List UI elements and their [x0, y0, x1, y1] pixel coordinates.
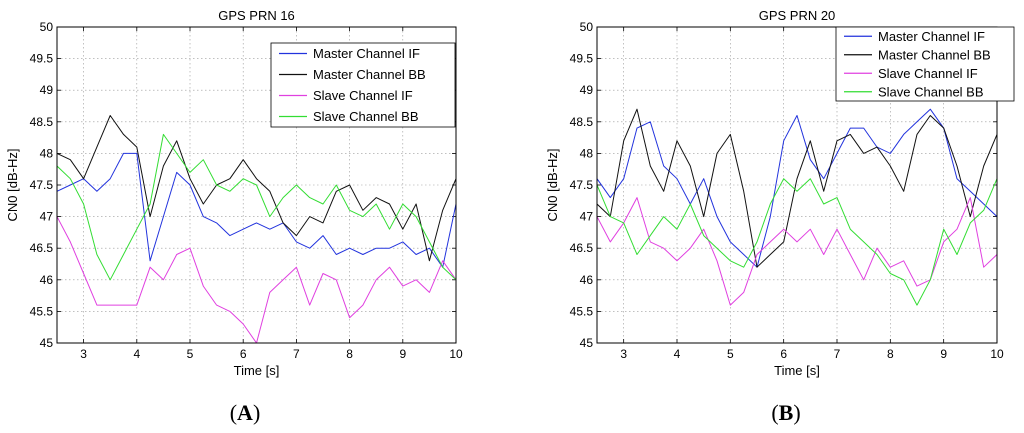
series-line-master-channel-if: [597, 108, 997, 268]
series-line-slave-channel-bb: [57, 133, 456, 281]
y-tick-label: 49.5: [30, 52, 54, 66]
y-tick-label: 47: [40, 210, 54, 224]
x-tick-label: 8: [346, 347, 353, 361]
series-line-master-channel-bb: [597, 108, 997, 268]
x-tick-label: 10: [990, 347, 1004, 361]
x-tick-label: 5: [727, 347, 734, 361]
chart-panel-2: 3 4 5 6 7 8 9 104545.54646.54747.54848.54949.55…: [545, 8, 1015, 425]
y-tick-label: 46.5: [30, 241, 54, 255]
y-tick-label: 49: [580, 83, 594, 97]
y-tick-label: 50: [580, 20, 594, 34]
legend-label-slave-channel-if: Slave Channel IF: [878, 66, 978, 81]
legend-label-slave-channel-bb: Slave Channel BB: [313, 109, 419, 124]
x-tick-label: 6: [240, 347, 247, 361]
x-tick-label: 8: [887, 347, 894, 361]
y-tick-label: 47.5: [570, 178, 594, 192]
legend-label-master-channel-bb: Master Channel BB: [313, 67, 426, 82]
chart-title: GPS PRN 16: [218, 8, 295, 23]
legend-label-slave-channel-if: Slave Channel IF: [313, 88, 413, 103]
x-tick-label: 5: [187, 347, 194, 361]
y-tick-label: 48: [580, 146, 594, 160]
legend-label-master-channel-if: Master Channel IF: [313, 46, 420, 61]
y-axis-label: CN0 [dB-Hz]: [5, 149, 20, 222]
x-tick-label: 9: [399, 347, 406, 361]
x-tick-label: 7: [834, 347, 841, 361]
y-tick-label: 48.5: [30, 115, 54, 129]
series-line-slave-channel-bb: [597, 178, 997, 306]
x-tick-label: 3: [620, 347, 627, 361]
chart-title: GPS PRN 20: [759, 8, 836, 23]
y-tick-label: 46.5: [570, 241, 594, 255]
y-tick-label: 49: [40, 83, 54, 97]
y-tick-label: 49.5: [570, 52, 594, 66]
y-tick-label: 47.5: [30, 178, 54, 192]
legend-label-slave-channel-bb: Slave Channel BB: [878, 84, 984, 99]
series-group: [597, 108, 997, 306]
y-tick-label: 50: [40, 20, 54, 34]
x-tick-label: 4: [674, 347, 681, 361]
y-tick-label: 46: [40, 273, 54, 287]
series-line-master-channel-bb: [57, 115, 456, 262]
x-tick-label: 10: [449, 347, 463, 361]
legend-box: [835, 26, 1015, 102]
series-line-slave-channel-if: [57, 216, 456, 343]
chart-panel-1: 3 4 5 6 7 8 9 104545.54646.54747.54848.54949.55…: [5, 8, 463, 425]
y-tick-label: 45: [580, 336, 594, 350]
axes-frame: [596, 26, 998, 344]
y-tick-label: 48.5: [570, 115, 594, 129]
x-axis-label: Time [s]: [774, 363, 820, 378]
legend: Master Channel IF Master Channel BB Slave …: [270, 42, 456, 128]
series-line-master-channel-if: [57, 152, 456, 268]
legend-box: [270, 42, 456, 128]
axes-frame: [56, 26, 457, 344]
legend-label-master-channel-if: Master Channel IF: [878, 29, 985, 44]
y-tick-label: 46: [580, 273, 594, 287]
panel-label: (A): [230, 400, 261, 425]
y-tick-label: 47: [580, 210, 594, 224]
y-tick-label: 48: [40, 146, 54, 160]
y-tick-label: 45.5: [570, 304, 594, 318]
legend: Master Channel IF Master Channel BB Slave …: [835, 26, 1015, 102]
x-tick-label: 3: [80, 347, 87, 361]
x-tick-label: 4: [133, 347, 140, 361]
series-group: [57, 115, 456, 343]
x-axis-label: Time [s]: [234, 363, 280, 378]
legend-label-master-channel-bb: Master Channel BB: [878, 47, 991, 62]
x-tick-label: 7: [293, 347, 300, 361]
x-tick-label: 9: [940, 347, 947, 361]
y-tick-label: 45.5: [30, 304, 54, 318]
x-tick-label: 6: [780, 347, 787, 361]
y-tick-label: 45: [40, 336, 54, 350]
y-axis-label: CN0 [dB-Hz]: [545, 149, 560, 222]
panel-label: (B): [771, 400, 800, 425]
